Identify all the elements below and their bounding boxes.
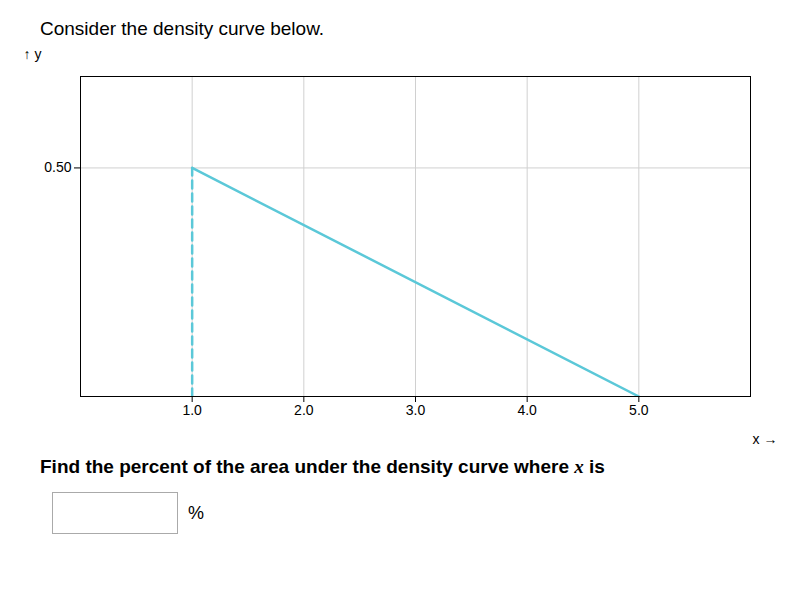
- svg-text:0.50: 0.50: [44, 159, 71, 175]
- html-text:Consider the density curve bel: Consider the density curve below.: [40, 18, 325, 39]
- svg-text:3.0: 3.0: [406, 402, 426, 418]
- svg-text:↑ y: ↑ y: [24, 46, 42, 62]
- svg-text:4.0: 4.0: [517, 402, 537, 418]
- svg-text:1.0: 1.0: [182, 402, 202, 418]
- svg-text:5.0: 5.0: [629, 402, 649, 418]
- html-text:Find the percent of the area u: Find the percent of the area under the d…: [40, 456, 605, 477]
- svg-text:2.0: 2.0: [294, 402, 314, 418]
- svg-text:x →: x →: [753, 431, 778, 447]
